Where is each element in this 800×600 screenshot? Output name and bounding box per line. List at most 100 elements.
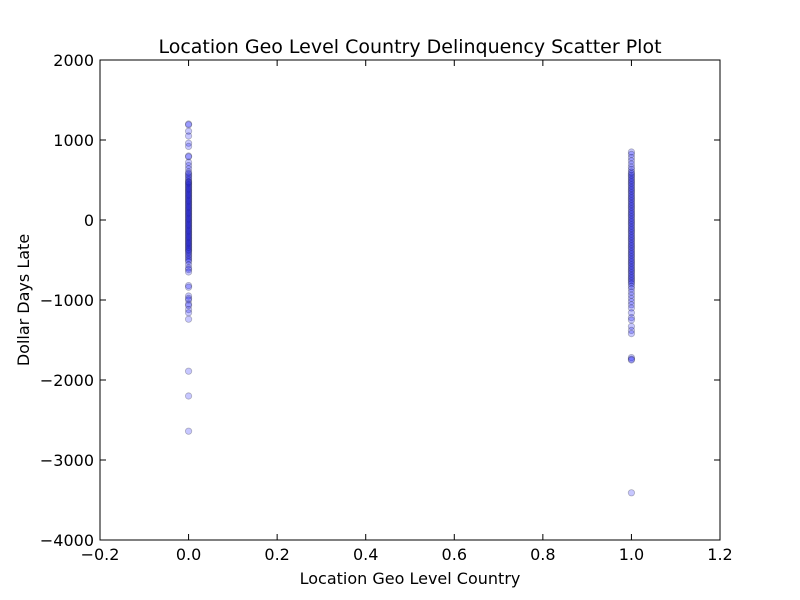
- data-point: [627, 202, 636, 210]
- data-point: [627, 157, 636, 165]
- data-point: [627, 285, 636, 293]
- data-point: [184, 427, 193, 435]
- data-point: [627, 240, 636, 248]
- data-point: [184, 217, 193, 225]
- data-point: [627, 224, 636, 232]
- data-point: [184, 218, 193, 226]
- data-point: [184, 188, 193, 196]
- data-point: [184, 309, 193, 317]
- data-point: [184, 224, 193, 232]
- data-point: [627, 326, 636, 334]
- data-point: [627, 243, 636, 251]
- chart-title: Location Geo Level Country Delinquency S…: [158, 36, 661, 58]
- data-point: [627, 489, 636, 497]
- data-point: [627, 166, 636, 174]
- data-point: [627, 206, 636, 214]
- data-point: [184, 207, 193, 215]
- data-point: [627, 163, 636, 171]
- data-point: [627, 257, 636, 266]
- data-point: [184, 192, 193, 200]
- data-point: [627, 194, 636, 202]
- data-point: [627, 168, 636, 176]
- data-point: [184, 186, 193, 194]
- data-point: [627, 250, 636, 258]
- data-point: [184, 173, 193, 181]
- data-point: [184, 251, 193, 259]
- data-point: [184, 222, 193, 230]
- data-point: [184, 261, 193, 269]
- data-point: [184, 392, 193, 400]
- data-point: [627, 211, 636, 219]
- data-point: [627, 261, 636, 269]
- y-tick-label: −3000: [40, 451, 94, 470]
- x-tick-label: −0.2: [81, 545, 120, 564]
- x-axis: −0.2 0.0 0.2 0.4 0.6 0.8 1.0 1.2: [81, 60, 733, 564]
- data-point: [184, 190, 193, 198]
- data-point: [627, 297, 636, 306]
- data-point: [184, 196, 193, 204]
- data-point: [627, 251, 636, 259]
- data-point: [184, 208, 193, 216]
- data-point: [627, 264, 636, 272]
- y-tick-label: −4000: [40, 531, 94, 550]
- data-point: [627, 216, 636, 224]
- y-axis-title: Dollar Days Late: [14, 234, 33, 366]
- data-point: [627, 192, 636, 200]
- data-point: [184, 158, 193, 166]
- data-point: [184, 214, 193, 222]
- data-point: [184, 226, 193, 234]
- data-point: [184, 127, 193, 135]
- data-point: [627, 200, 636, 208]
- data-point: [627, 282, 636, 290]
- data-point: [184, 225, 193, 233]
- data-point: [184, 170, 193, 178]
- data-point: [184, 202, 193, 210]
- data-point: [184, 180, 193, 188]
- data-point: [627, 329, 636, 338]
- data-point: [184, 183, 193, 191]
- data-point: [627, 213, 636, 221]
- data-point: [627, 254, 636, 262]
- data-point: [184, 213, 193, 221]
- data-point: [184, 142, 193, 150]
- data-point: [184, 292, 193, 300]
- data-point: [627, 313, 636, 322]
- data-point: [184, 139, 193, 147]
- data-point: [627, 208, 636, 216]
- data-point: [627, 195, 636, 203]
- data-point: [184, 244, 193, 252]
- data-point: [184, 174, 193, 182]
- data-point: [184, 268, 193, 276]
- data-point: [184, 229, 193, 237]
- data-point: [184, 254, 193, 262]
- data-point: [184, 296, 193, 304]
- plot-frame: [99, 59, 721, 541]
- data-point: [627, 210, 636, 218]
- data-point: [627, 275, 636, 283]
- data-point: [627, 356, 636, 364]
- data-point: [184, 253, 193, 261]
- data-point: [184, 367, 193, 375]
- y-tick-label: 2000: [53, 51, 94, 70]
- data-point: [184, 205, 193, 213]
- x-tick-label: 0.8: [530, 545, 555, 564]
- data-point: [627, 205, 636, 213]
- data-point: [184, 219, 193, 227]
- data-point: [184, 250, 193, 258]
- data-point: [184, 211, 193, 219]
- data-point: [184, 223, 193, 231]
- data-point: [184, 206, 193, 214]
- data-point: [184, 168, 193, 176]
- data-point: [627, 230, 636, 238]
- data-point: [184, 238, 193, 246]
- data-point: [184, 200, 193, 208]
- data-point: [627, 171, 636, 179]
- data-point: [184, 165, 193, 173]
- data-point: [184, 256, 193, 264]
- y-tick-label: 1000: [53, 131, 94, 150]
- data-point: [627, 221, 636, 229]
- data-point: [184, 305, 193, 314]
- data-point: [184, 121, 193, 129]
- data-point: [184, 193, 193, 201]
- data-point: [627, 301, 636, 309]
